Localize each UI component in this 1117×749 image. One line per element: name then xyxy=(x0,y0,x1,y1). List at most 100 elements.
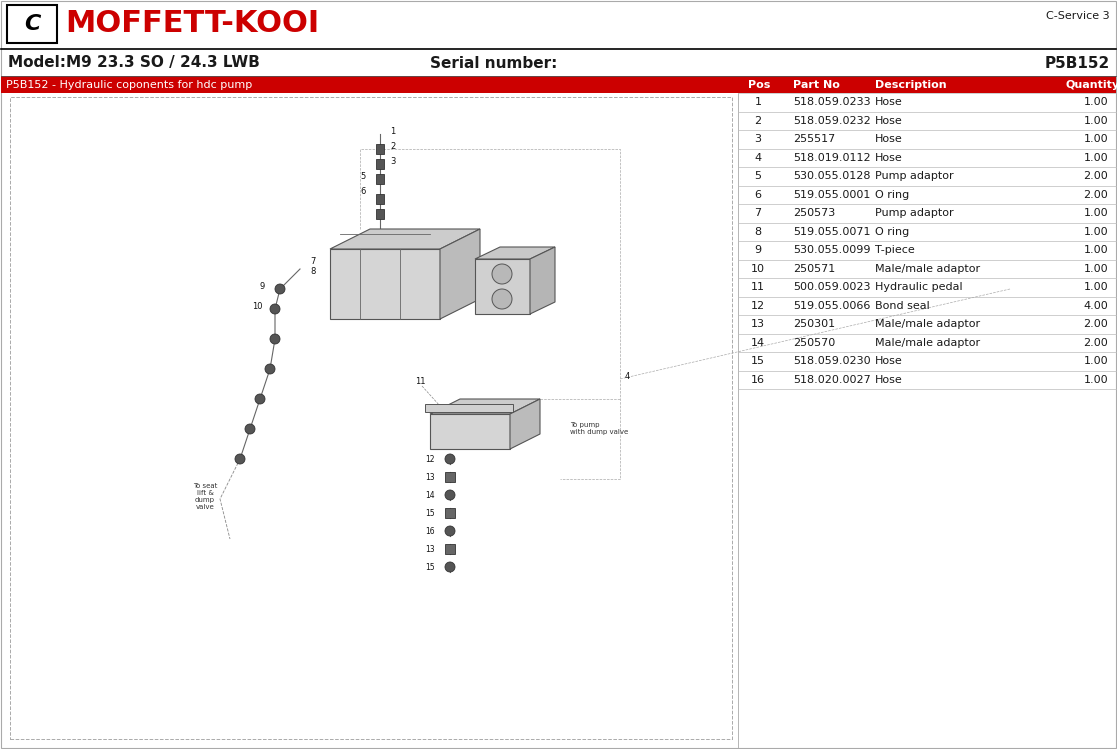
Text: 14: 14 xyxy=(751,338,765,348)
Circle shape xyxy=(491,289,512,309)
Text: 530.055.0099: 530.055.0099 xyxy=(793,245,870,255)
Text: To seat
lift &
dump
valve: To seat lift & dump valve xyxy=(193,483,217,510)
Text: Part No: Part No xyxy=(793,79,840,89)
Bar xyxy=(424,404,513,412)
Circle shape xyxy=(270,304,280,314)
Text: 4.00: 4.00 xyxy=(1083,301,1108,311)
Text: 13: 13 xyxy=(426,473,435,482)
Text: 3: 3 xyxy=(390,157,395,166)
Text: 518.020.0027: 518.020.0027 xyxy=(793,374,871,385)
Polygon shape xyxy=(330,249,440,319)
Bar xyxy=(7,5,57,43)
Text: 9: 9 xyxy=(754,245,762,255)
Text: 6: 6 xyxy=(360,187,365,196)
Text: 13: 13 xyxy=(751,319,765,330)
Text: MOFFETT-KOOI: MOFFETT-KOOI xyxy=(65,10,319,38)
Text: 10: 10 xyxy=(751,264,765,273)
Text: 1.00: 1.00 xyxy=(1083,153,1108,163)
Text: 1: 1 xyxy=(754,97,762,107)
Text: Hydraulic pedal: Hydraulic pedal xyxy=(875,282,963,292)
Text: 15: 15 xyxy=(751,357,765,366)
Bar xyxy=(445,472,455,482)
Text: Pos: Pos xyxy=(748,79,771,89)
Text: Male/male adaptor: Male/male adaptor xyxy=(875,264,980,273)
Text: 9: 9 xyxy=(259,282,265,291)
Polygon shape xyxy=(330,229,480,249)
Circle shape xyxy=(445,454,455,464)
Text: 11: 11 xyxy=(751,282,765,292)
Text: Description: Description xyxy=(875,79,946,89)
Text: 2: 2 xyxy=(390,142,395,151)
Text: 530.055.0128: 530.055.0128 xyxy=(793,172,870,181)
Text: To pump
with dump valve: To pump with dump valve xyxy=(570,422,628,435)
Text: 1.00: 1.00 xyxy=(1083,374,1108,385)
Text: 1.00: 1.00 xyxy=(1083,227,1108,237)
Text: 250571: 250571 xyxy=(793,264,836,273)
Bar xyxy=(9,7,55,41)
Circle shape xyxy=(255,394,265,404)
Text: 15: 15 xyxy=(426,509,435,518)
Text: 500.059.0023: 500.059.0023 xyxy=(793,282,870,292)
Text: 519.055.0066: 519.055.0066 xyxy=(793,301,870,311)
Bar xyxy=(445,508,455,518)
Text: Pump adaptor: Pump adaptor xyxy=(875,208,954,218)
Text: 518.059.0233: 518.059.0233 xyxy=(793,97,870,107)
Text: 16: 16 xyxy=(426,527,435,536)
Text: T-piece: T-piece xyxy=(875,245,915,255)
Bar xyxy=(10,97,732,739)
Polygon shape xyxy=(475,259,529,314)
Text: 4: 4 xyxy=(626,372,630,381)
Text: Hose: Hose xyxy=(875,153,903,163)
Bar xyxy=(376,144,384,154)
Text: 11: 11 xyxy=(416,377,426,386)
Text: 2.00: 2.00 xyxy=(1083,172,1108,181)
Text: 250301: 250301 xyxy=(793,319,836,330)
Text: 1.00: 1.00 xyxy=(1083,357,1108,366)
Text: 14: 14 xyxy=(426,491,435,500)
Circle shape xyxy=(235,454,245,464)
Text: 2.00: 2.00 xyxy=(1083,189,1108,200)
Text: Hose: Hose xyxy=(875,134,903,145)
Text: 3: 3 xyxy=(754,134,762,145)
Text: P5B152: P5B152 xyxy=(1044,55,1110,70)
Bar xyxy=(376,174,384,184)
Bar xyxy=(1,76,1116,93)
Text: 519.055.0001: 519.055.0001 xyxy=(793,189,870,200)
Text: Pump adaptor: Pump adaptor xyxy=(875,172,954,181)
Circle shape xyxy=(275,284,285,294)
Text: Quantity: Quantity xyxy=(1065,79,1117,89)
Text: 2.00: 2.00 xyxy=(1083,338,1108,348)
Circle shape xyxy=(491,264,512,284)
Text: 1.00: 1.00 xyxy=(1083,97,1108,107)
Text: 6: 6 xyxy=(754,189,762,200)
Text: 8: 8 xyxy=(754,227,762,237)
Text: Hose: Hose xyxy=(875,357,903,366)
Text: Hose: Hose xyxy=(875,97,903,107)
Polygon shape xyxy=(529,247,555,314)
Text: Hose: Hose xyxy=(875,374,903,385)
Text: 518.059.0230: 518.059.0230 xyxy=(793,357,870,366)
Text: 1.00: 1.00 xyxy=(1083,134,1108,145)
Text: 10: 10 xyxy=(251,302,262,311)
Text: 2: 2 xyxy=(754,116,762,126)
Circle shape xyxy=(445,526,455,536)
Bar xyxy=(376,194,384,204)
Bar xyxy=(445,544,455,554)
Polygon shape xyxy=(440,229,480,319)
Text: 1.00: 1.00 xyxy=(1083,282,1108,292)
Text: 1.00: 1.00 xyxy=(1083,116,1108,126)
Text: 1: 1 xyxy=(390,127,395,136)
Text: O ring: O ring xyxy=(875,189,909,200)
Text: 12: 12 xyxy=(426,455,435,464)
Polygon shape xyxy=(430,399,540,414)
Circle shape xyxy=(270,334,280,344)
Text: 13: 13 xyxy=(426,545,435,554)
Text: 12: 12 xyxy=(751,301,765,311)
Circle shape xyxy=(445,490,455,500)
Text: Bond seal: Bond seal xyxy=(875,301,929,311)
Text: 1.00: 1.00 xyxy=(1083,264,1108,273)
Text: O ring: O ring xyxy=(875,227,909,237)
Text: 15: 15 xyxy=(426,562,435,571)
Text: Hose: Hose xyxy=(875,116,903,126)
Text: 7: 7 xyxy=(754,208,762,218)
